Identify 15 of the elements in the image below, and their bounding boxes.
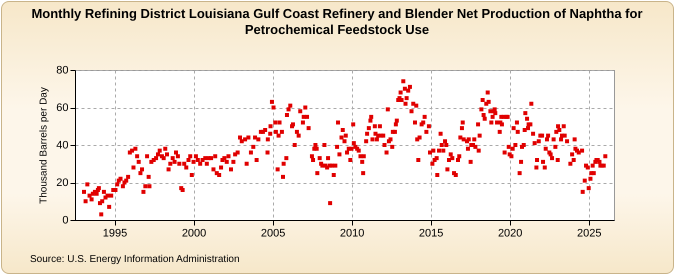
x-tick-label: 2010 (340, 228, 364, 240)
y-tick-label: 80 (56, 64, 68, 76)
y-axis-title: Thousand Barrels per Day (38, 87, 50, 204)
x-tick-label: 2015 (418, 228, 444, 240)
x-tick-label: 1995 (102, 228, 128, 240)
x-tick-label: 2020 (498, 228, 522, 240)
y-tick-label: 60 (56, 102, 68, 114)
y-tick-label: 0 (62, 214, 68, 226)
x-tick-label: 2025 (576, 228, 602, 240)
y-tick-label: 20 (56, 177, 68, 189)
chart-title: Monthly Refining District Louisiana Gulf Coast Refinery and Blender Net Production of Naphtha for Petrochemical Feedstock Use (30, 6, 644, 38)
x-tick-label: 2005 (260, 228, 286, 240)
x-tick-label: 2000 (182, 228, 206, 240)
source-note: Source: U.S. Energy Information Administration (30, 254, 240, 265)
y-tick-label: 40 (56, 140, 68, 152)
